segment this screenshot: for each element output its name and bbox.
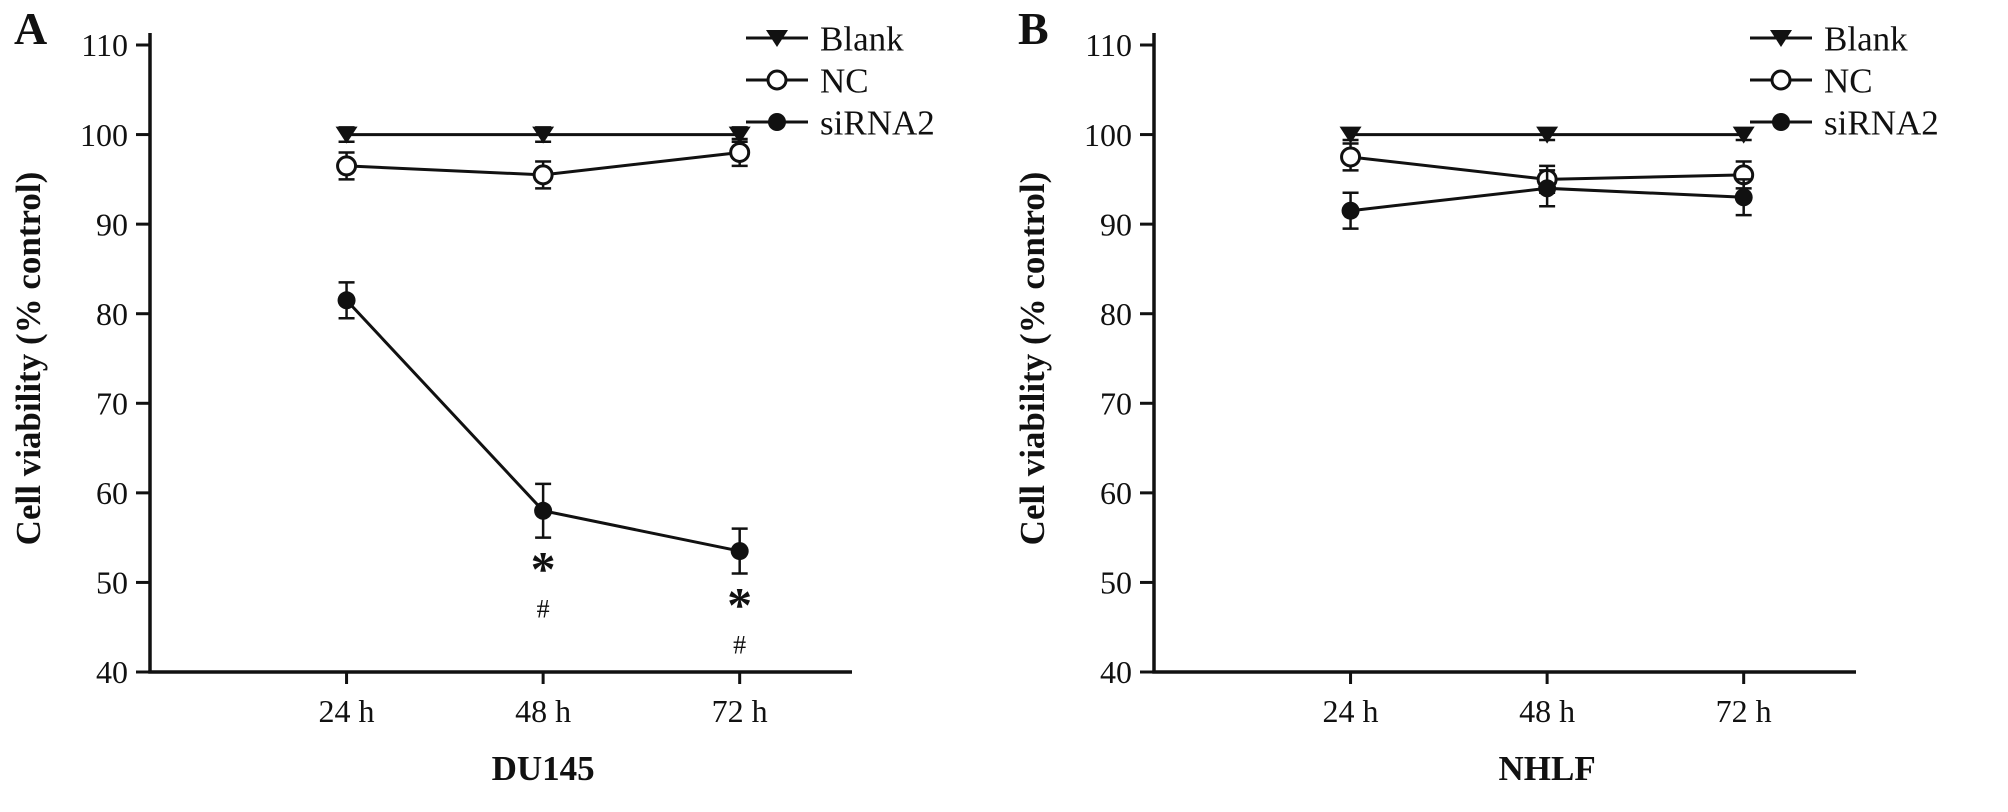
marker-circle-filled-icon — [1341, 201, 1360, 220]
legend-label-sirna2: siRNA2 — [820, 103, 935, 142]
marker-circle-open-icon — [1770, 69, 1792, 91]
marker-triangle-down-icon — [766, 30, 788, 47]
panel-a: A 40 50 60 70 80 90 100 110 24 h 48 h 72 h Cell via… — [9, 3, 935, 788]
significance-marker: # — [733, 630, 746, 659]
marker-circle-open-icon — [729, 141, 751, 163]
marker-triangle-down-icon — [532, 126, 555, 144]
x-tick-label: 48 h — [515, 693, 571, 729]
marker-circle-filled-icon — [768, 113, 786, 131]
y-tick-label: 40 — [1100, 654, 1132, 690]
marker-circle-open-icon — [532, 164, 554, 186]
panel-b-letter: B — [1018, 3, 1049, 54]
marker-triangle-down-icon — [728, 126, 751, 144]
y-tick-label: 60 — [96, 475, 128, 511]
x-axis-label: DU145 — [492, 749, 595, 788]
y-tick-label: 80 — [96, 296, 128, 332]
marker-circle-filled-icon — [1772, 113, 1790, 131]
significance-marker: * — [531, 541, 556, 597]
y-tick-label: 40 — [96, 654, 128, 690]
marker-circle-filled-icon — [1538, 179, 1557, 198]
x-tick-label: 24 h — [319, 693, 375, 729]
y-axis-label: Cell viability (% control) — [9, 172, 48, 546]
y-tick-label: 60 — [1100, 475, 1132, 511]
marker-circle-open-icon — [1340, 146, 1362, 168]
marker-circle-filled-icon — [534, 501, 553, 520]
marker-circle-open-icon — [766, 69, 788, 91]
marker-circle-filled-icon — [1734, 188, 1753, 207]
x-tick-label: 24 h — [1323, 693, 1379, 729]
y-tick-label: 100 — [80, 117, 128, 153]
legend-label-sirna2: siRNA2 — [1824, 103, 1939, 142]
panel-b: B 40 50 60 70 80 90 100 110 24 h 48 h 72 h Cell via… — [1004, 0, 2008, 812]
y-tick-label: 90 — [1100, 206, 1132, 242]
legend-label-nc: NC — [1824, 61, 1873, 100]
y-tick-label: 50 — [1100, 565, 1132, 601]
x-tick-label: 48 h — [1519, 693, 1575, 729]
y-tick-label: 100 — [1084, 117, 1132, 153]
legend-label-nc: NC — [820, 61, 869, 100]
y-tick-label: 110 — [1085, 27, 1132, 63]
y-axis-label: Cell viability (% control) — [1013, 172, 1052, 546]
x-axis-label: NHLF — [1499, 749, 1596, 788]
significance-marker: * — [727, 576, 752, 632]
y-tick-label: 90 — [96, 206, 128, 242]
panel-b-chart: 40 50 60 70 80 90 100 110 24 h 48 h 72 h Cell viabi… — [1013, 19, 1939, 788]
y-tick-label: 50 — [96, 565, 128, 601]
y-tick-label: 70 — [1100, 385, 1132, 421]
marker-triangle-down-icon — [1770, 30, 1792, 47]
significance-marker: # — [537, 595, 550, 624]
marker-circle-open-icon — [336, 155, 358, 177]
marker-triangle-down-icon — [1732, 126, 1755, 144]
marker-circle-filled-icon — [337, 291, 356, 310]
marker-triangle-down-icon — [335, 126, 358, 144]
panel-a-chart: 40 50 60 70 80 90 100 110 24 h 48 h 72 h Cell viabi… — [9, 19, 935, 788]
y-tick-label: 70 — [96, 385, 128, 421]
panel-a-letter: A — [14, 3, 48, 54]
legend-label-blank: Blank — [820, 19, 904, 58]
marker-triangle-down-icon — [1536, 126, 1559, 144]
x-tick-label: 72 h — [1716, 693, 1772, 729]
marker-triangle-down-icon — [1339, 126, 1362, 144]
y-tick-label: 110 — [81, 27, 128, 63]
x-tick-label: 72 h — [712, 693, 768, 729]
y-tick-label: 80 — [1100, 296, 1132, 332]
legend-label-blank: Blank — [1824, 19, 1908, 58]
marker-circle-filled-icon — [730, 542, 749, 561]
